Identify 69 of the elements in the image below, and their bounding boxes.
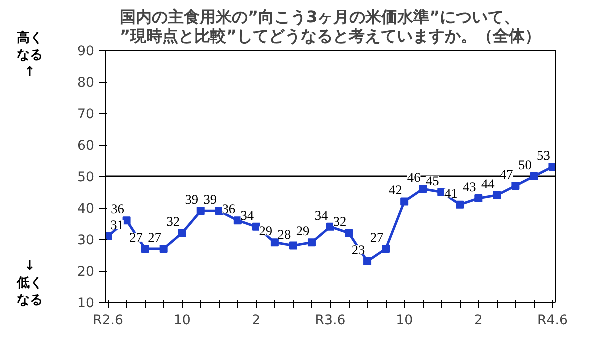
y-tick-label: 40 — [78, 202, 95, 217]
point — [456, 200, 464, 209]
data-label: 28 — [278, 226, 292, 242]
data-label: 34 — [314, 208, 328, 223]
point — [234, 216, 242, 225]
data-label: 50 — [518, 158, 532, 172]
data-label: 36 — [222, 202, 236, 217]
x-tick-label: 2 — [252, 314, 261, 328]
data-label: 43 — [462, 180, 477, 195]
x-tick-label: 2 — [474, 314, 483, 328]
data-label: 23 — [352, 242, 366, 258]
data-label: 41 — [444, 186, 458, 201]
y-tick-label: 80 — [78, 76, 95, 91]
data-label: 44 — [482, 176, 496, 192]
x-tick-label: R3.6 — [315, 314, 346, 328]
point — [160, 244, 168, 253]
x-tick-label: R4.6 — [537, 314, 568, 328]
chart-title: 国内の主食用米の”向こう3ヶ月の米価水準”について、 ”現時点と比較”してどうなると考えていますか。（全体） — [120, 8, 542, 46]
point — [382, 244, 390, 253]
y-tick-label: 20 — [78, 265, 95, 280]
point — [345, 229, 354, 238]
point — [141, 244, 150, 253]
point — [122, 216, 131, 225]
data-label: 31 — [110, 217, 124, 232]
data-label: 29 — [259, 224, 273, 239]
point — [512, 182, 520, 190]
y-tick-label: 70 — [78, 108, 95, 122]
data-label: 29 — [296, 224, 310, 239]
data-label: 36 — [111, 202, 125, 217]
text: 低くなる — [16, 275, 44, 309]
text: ↑ — [24, 64, 36, 81]
point — [196, 207, 205, 216]
point — [400, 198, 409, 206]
text: ↓ — [24, 258, 36, 275]
data-label: 32 — [333, 214, 347, 230]
y-tick-label: 50 — [78, 170, 95, 186]
data-label: 27 — [130, 230, 144, 245]
data-label: 42 — [388, 182, 402, 198]
data-label: 39 — [204, 192, 218, 208]
x-tick-label: 10 — [396, 314, 414, 328]
point — [419, 185, 428, 194]
point — [270, 238, 279, 247]
point — [493, 191, 502, 200]
point — [106, 232, 112, 240]
data-label: 47 — [500, 166, 514, 182]
data-label: 45 — [426, 173, 440, 188]
point — [474, 194, 483, 203]
data-label: 53 — [537, 148, 551, 164]
point — [289, 242, 298, 250]
y-tick-label: 90 — [78, 44, 95, 60]
point — [252, 222, 260, 231]
point — [326, 222, 334, 231]
data-label: 34 — [240, 208, 254, 223]
text: 高くなる — [16, 30, 44, 64]
data-label: 32 — [166, 214, 180, 230]
data-label: 27 — [148, 230, 162, 245]
point — [530, 172, 538, 180]
data-label: 27 — [370, 230, 384, 245]
x-tick-label: R2.6 — [93, 314, 124, 328]
point — [308, 238, 316, 247]
y-tick-label: 60 — [78, 139, 95, 154]
y-tick-label: 30 — [78, 234, 95, 248]
point — [178, 229, 186, 238]
data-label: 46 — [407, 170, 422, 186]
point — [364, 258, 372, 266]
data-label: 39 — [185, 192, 199, 208]
x-tick-label: 10 — [174, 314, 191, 328]
point — [548, 163, 556, 172]
y-tick-label: 10 — [78, 296, 95, 312]
